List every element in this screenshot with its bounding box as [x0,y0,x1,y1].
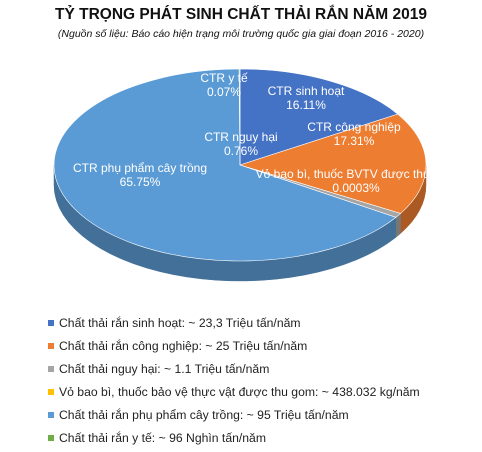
legend-label: Vỏ bao bì, thuốc bảo vệ thực vật được th… [59,384,420,399]
slice-ctr-phu-pham-cay-trong [53,68,397,262]
legend-swatch [48,411,54,418]
legend-swatch [48,434,54,441]
legend-item: Vỏ bao bì, thuốc bảo vệ thực vật được th… [48,380,478,403]
legend-item: Chất thải rắn công nghiệp: ~ 25 Triệu tấ… [48,334,478,357]
legend-label: Chất thải rắn y tế: ~ 96 Nghìn tấn/năm [59,430,266,445]
legend-item: Chất thải rắn y tế: ~ 96 Nghìn tấn/năm [48,426,478,449]
data-label-ctr-phu-pham-cay-trong: CTR phụ phẩm cây trồng 65.75% [73,161,207,189]
legend-label: Chất thải rắn công nghiệp: ~ 25 Triệu tấ… [59,338,308,353]
legend-label: Chất thải rắn sinh hoạt: ~ 23,3 Triệu tấ… [59,315,301,330]
data-label-vo-bao-bi-thuoc-bvtv-duoc-thu-gom: Vỏ bao bì, thuốc BVTV được thu gom 0.0003… [256,167,457,195]
data-label-ctr-sinh-hoat: CTR sinh hoạt 16.11% [268,84,345,112]
slice-ctr-sinh-hoat [239,68,399,166]
chart-subtitle: (Nguồn số liệu: Báo cáo hiện trạng môi t… [57,28,425,40]
data-label-ctr-cong-nghiep: CTR công nghiệp 17.31% [307,120,401,148]
legend-swatch [48,388,54,395]
legend-item: Chất thải rắn sinh hoạt: ~ 23,3 Triệu tấ… [48,311,478,334]
legend-swatch [48,342,54,349]
slice-ctr-y-te [238,68,241,166]
legend-label: Chất thải nguy hại: ~ 1.1 Triệu tấn/năm [59,361,270,376]
legend-item: Chất thải rắn phụ phẩm cây trồng: ~ 95 T… [48,403,478,426]
chart-title: TỶ TRỌNG PHÁT SINH CHẤT THẢI RẮN NĂM 201… [54,6,428,23]
legend-swatch [48,365,54,372]
legend-item: Chất thải nguy hại: ~ 1.1 Triệu tấn/năm [48,357,478,380]
data-label-ctr-y-te: CTR y tế 0.07% [200,71,248,99]
chart-legend: Chất thải rắn sinh hoạt: ~ 23,3 Triệu tấ… [48,311,478,449]
slice-ctr-cong-nghiep [238,113,427,214]
legend-label: Chất thải rắn phụ phẩm cây trồng: ~ 95 T… [59,407,349,422]
pie-chart: CTR sinh hoạt 16.11% CTR công nghiệp 17.31%… [53,68,457,282]
data-label-ctr-nguy-hai: CTR nguy hại 0.76% [204,130,277,158]
legend-swatch [48,319,54,326]
